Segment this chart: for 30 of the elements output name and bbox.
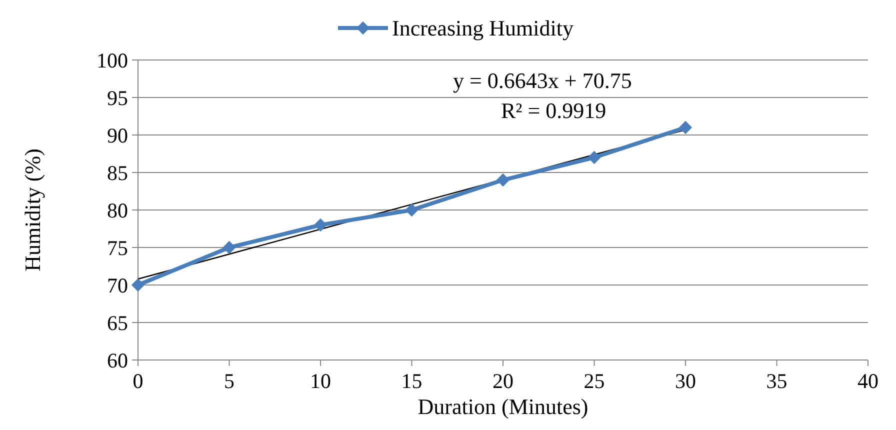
annotation: R² = 0.9919: [501, 98, 606, 123]
annotation: y = 0.6643x + 70.75: [453, 68, 632, 93]
y-tick-label: 100: [96, 48, 128, 72]
point: [131, 278, 145, 292]
point: [588, 150, 601, 164]
x-tick-label: 40: [858, 369, 878, 393]
y-tick-label: 85: [107, 160, 128, 185]
x-tick-label: 0: [132, 369, 144, 393]
x-tick-label: 30: [675, 369, 696, 393]
x-tick-label: 15: [401, 369, 422, 393]
y-tick-label: 95: [107, 86, 128, 110]
x-tick-label: 35: [766, 369, 788, 393]
y-axis-title: Humidity (%): [20, 148, 45, 272]
x-tick-label: 25: [584, 369, 605, 393]
point: [678, 120, 692, 134]
x-tick-label: 20: [492, 369, 514, 393]
x-tick-label: 5: [224, 369, 234, 393]
point: [496, 173, 510, 187]
y-tick-label: 80: [107, 198, 128, 222]
x-tick-label: 10: [310, 369, 331, 393]
point: [405, 203, 418, 217]
y-tick-label: 70: [107, 273, 128, 298]
y-tick-label: 75: [107, 236, 128, 260]
x-axis-title: Duration (Minutes): [418, 394, 588, 419]
legend-label: Increasing Humidity: [392, 16, 574, 41]
y-tick-label: 65: [107, 310, 128, 335]
point: [314, 218, 328, 232]
point: [222, 240, 236, 254]
y-tick-label: 90: [107, 123, 128, 148]
y-tick-label: 60: [107, 348, 128, 372]
